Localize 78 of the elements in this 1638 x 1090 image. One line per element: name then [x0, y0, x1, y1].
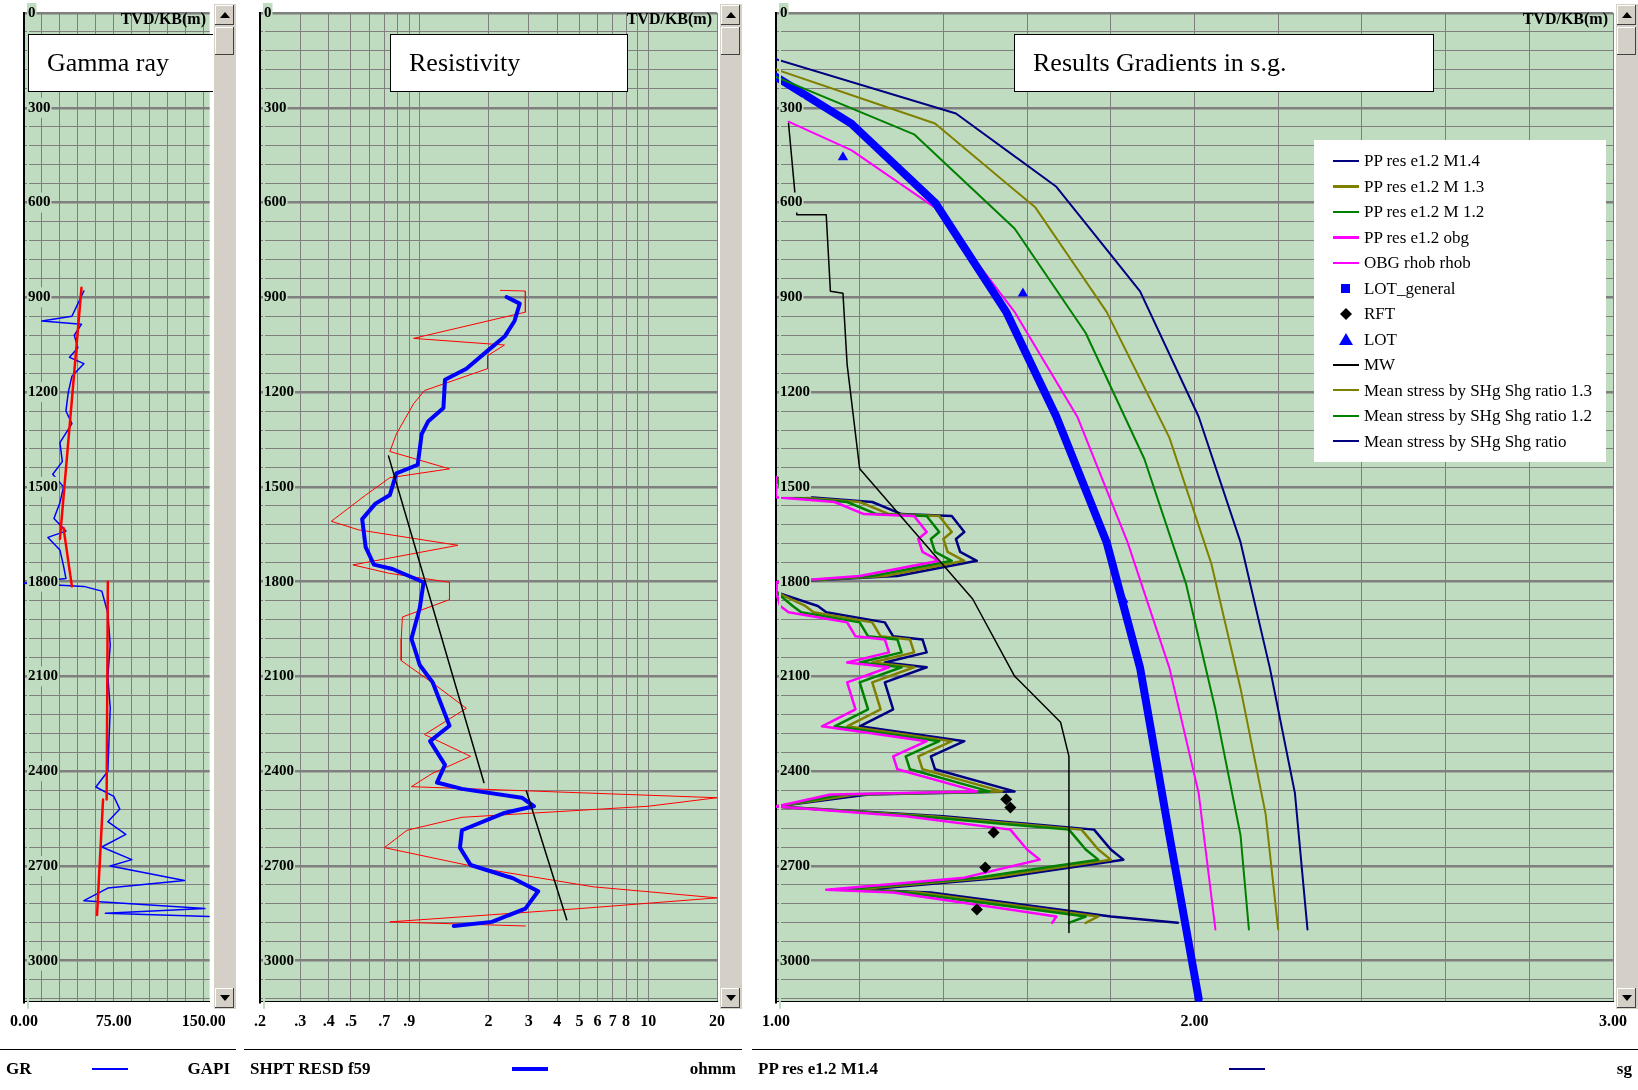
- legend-label: PP res e1.2 M 1.3: [1363, 175, 1485, 198]
- x-tick-label: 7: [608, 1011, 617, 1029]
- y-tick-label: 1200: [264, 382, 294, 399]
- y-tick-label: 300: [264, 98, 287, 115]
- x-tick-label: 6: [593, 1011, 602, 1029]
- legend-label: Mean stress by SHg Shg ratio 1.3: [1363, 379, 1592, 402]
- y-tick-label: 2400: [780, 762, 810, 779]
- x-axis-title: GAPI: [187, 1059, 230, 1079]
- y-tick-label: 300: [780, 98, 803, 115]
- y-tick-label: 2100: [780, 667, 810, 684]
- y-tick-label: 900: [264, 288, 287, 305]
- x-tick-label: 2.00: [1180, 1011, 1209, 1029]
- y-tick-label: 1200: [28, 382, 58, 399]
- y-tick-label: 600: [264, 193, 287, 210]
- y-tick-label: 1800: [264, 572, 294, 589]
- y-tick-label: 0: [780, 3, 788, 20]
- x-tick-label: 2: [484, 1011, 493, 1029]
- y-tick-label: 1500: [780, 477, 810, 494]
- x-tick-label: 0.00: [10, 1011, 38, 1029]
- x-tick-label: 5: [575, 1011, 584, 1029]
- x-tick-label: 3: [524, 1011, 533, 1029]
- x-tick-label: 3.00: [1599, 1011, 1627, 1029]
- legend-label: OBG rhob rhob: [1363, 252, 1471, 274]
- text: PP res e1.2 M1.4: [758, 1059, 879, 1078]
- y-tick-label: 3000: [264, 951, 294, 968]
- y-tick-label: 0: [264, 3, 272, 20]
- legend-label: PP res e1.2 M1.4: [1363, 150, 1480, 172]
- y-tick-label: 0: [28, 3, 36, 20]
- text: SHPT RESD f59: [250, 1059, 371, 1079]
- legend-label: LOT_general: [1363, 277, 1456, 300]
- y-tick-label: 300: [28, 98, 51, 115]
- x-tick-label: 8: [622, 1011, 631, 1029]
- y-axis-title: TVD/KB(m): [1522, 10, 1608, 28]
- y-tick-label: 2700: [28, 856, 58, 873]
- y-tick-label: 1800: [780, 572, 810, 589]
- legend-label: PP res e1.2 M 1.2: [1363, 201, 1485, 223]
- x-tick-label: 20: [709, 1011, 725, 1029]
- x-tick-label: .4: [322, 1011, 335, 1029]
- legend-label: MW: [1363, 354, 1396, 376]
- y-tick-label: 2400: [28, 762, 58, 779]
- text: GR: [6, 1059, 32, 1079]
- x-tick-label: .7: [378, 1011, 391, 1029]
- y-tick-label: 2700: [780, 856, 810, 873]
- y-tick-label: 900: [780, 288, 803, 305]
- y-tick-label: 600: [780, 193, 803, 210]
- y-tick-label: 2100: [264, 667, 294, 684]
- x-tick-label: .2: [254, 1011, 266, 1029]
- y-tick-label: 900: [28, 288, 51, 305]
- y-tick-label: 1800: [28, 572, 58, 589]
- legend-label: Mean stress by SHg Shg ratio 1.2: [1363, 405, 1592, 427]
- legend-label: LOT: [1363, 328, 1397, 351]
- x-tick-label: 4: [553, 1011, 562, 1029]
- legend-label: RFT: [1363, 303, 1396, 325]
- y-axis-title: TVD/KB(m): [120, 10, 206, 28]
- title-box: Gamma ray: [28, 34, 214, 92]
- x-tick-label: .3: [294, 1011, 307, 1029]
- y-tick-label: 2100: [28, 667, 58, 684]
- y-tick-label: 3000: [28, 951, 58, 968]
- y-tick-label: 2700: [264, 856, 294, 873]
- legend-label: PP res e1.2 obg: [1363, 226, 1470, 249]
- y-tick-label: 1500: [28, 477, 58, 494]
- y-tick-label: 600: [28, 193, 51, 210]
- x-axis-title: ohmm: [689, 1059, 736, 1079]
- title-box: Resistivity: [390, 34, 628, 92]
- x-axis-title: sg: [1616, 1059, 1632, 1079]
- x-tick-label: .9: [403, 1011, 416, 1029]
- x-tick-label: .5: [344, 1011, 357, 1029]
- x-tick-label: 150.00: [181, 1011, 226, 1029]
- legend-label: Mean stress by SHg Shg ratio: [1363, 430, 1567, 453]
- y-tick-label: 3000: [780, 951, 810, 968]
- y-axis-title: TVD/KB(m): [626, 10, 712, 28]
- title-box: Results Gradients in s.g.: [1014, 34, 1434, 92]
- x-tick-label: 1.00: [762, 1011, 790, 1029]
- x-tick-label: 75.00: [95, 1011, 132, 1029]
- x-tick-label: 10: [640, 1011, 657, 1029]
- y-tick-label: 2400: [264, 762, 294, 779]
- y-tick-label: 1500: [264, 477, 294, 494]
- y-tick-label: 1200: [780, 382, 810, 399]
